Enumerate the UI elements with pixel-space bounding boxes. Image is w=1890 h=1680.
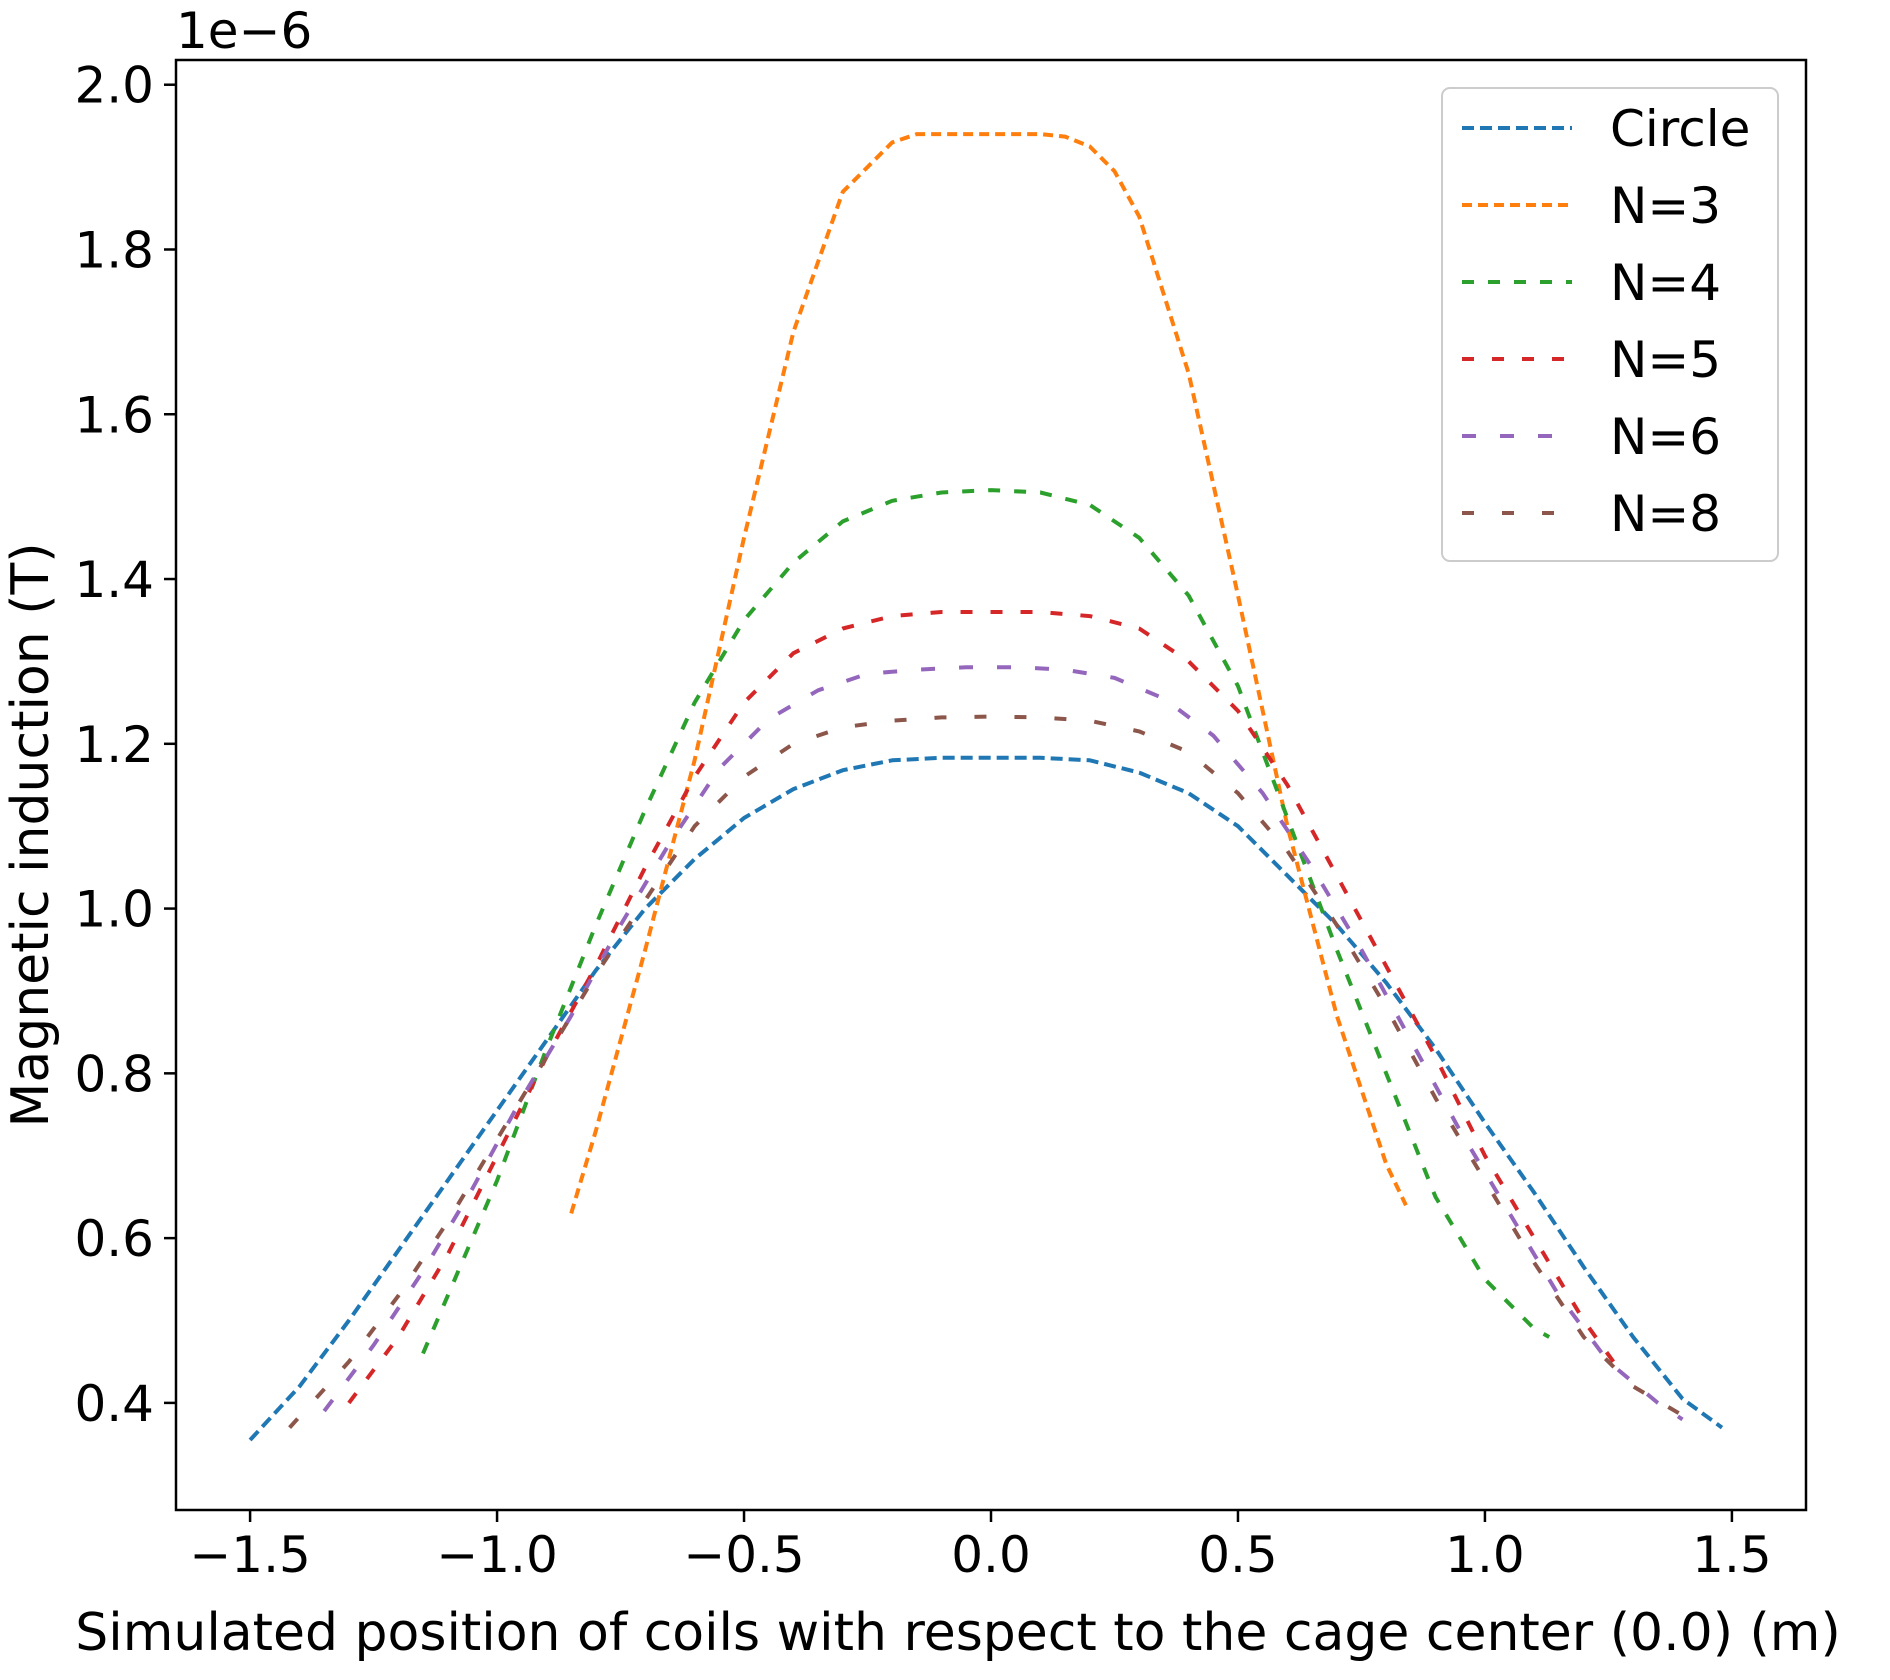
- legend-label: Circle: [1610, 100, 1750, 158]
- series-line-circle: [248, 755, 1724, 1442]
- y-tick-label: 1.6: [74, 386, 154, 444]
- legend-label: N=5: [1610, 331, 1721, 389]
- x-tick-label: 0.0: [951, 1526, 1031, 1584]
- legend-label: N=6: [1610, 408, 1721, 466]
- series-line-n-3: [569, 132, 1408, 1214]
- y-tick-label: 0.6: [74, 1210, 154, 1268]
- y-tick-label: 2.0: [74, 57, 154, 115]
- y-axis: 0.4 0.6 0.8 1.0 1.2 1.4 1.6 1.8 2.0: [74, 57, 176, 1433]
- x-axis-label: Simulated position of coils with respect…: [75, 1603, 1841, 1663]
- legend-label: N=8: [1610, 485, 1721, 543]
- series-line-n-8: [288, 714, 1684, 1429]
- series-line-n-6: [322, 665, 1684, 1422]
- legend-label: N=3: [1610, 177, 1721, 235]
- legend-items: Circle N=3 N=4 N=5 N=6 N=8: [1462, 100, 1750, 543]
- x-tick-label: −0.5: [683, 1526, 804, 1584]
- y-tick-label: 1.0: [74, 881, 154, 939]
- y-tick-label: 0.8: [74, 1045, 154, 1103]
- x-tick-label: −1.0: [436, 1526, 557, 1584]
- x-axis: −1.5 −1.0 −0.5 0.0 0.5 1.0 1.5: [189, 1510, 1772, 1584]
- x-tick-label: 0.5: [1198, 1526, 1278, 1584]
- series-line-n-4: [421, 488, 1551, 1355]
- y-tick-label: 0.4: [74, 1375, 154, 1433]
- y-tick-label: 1.4: [74, 551, 154, 609]
- y-tick-label: 1.2: [74, 716, 154, 774]
- x-tick-label: 1.0: [1445, 1526, 1525, 1584]
- x-tick-label: −1.5: [189, 1526, 310, 1584]
- legend-label: N=4: [1610, 254, 1721, 312]
- y-offset-label: 1e−6: [176, 2, 312, 60]
- series-line-n-5: [347, 610, 1616, 1405]
- y-axis-label: Magnetic induction (T): [1, 542, 61, 1127]
- x-tick-label: 1.5: [1692, 1526, 1772, 1584]
- series-layer: [248, 132, 1724, 1442]
- legend: Circle N=3 N=4 N=5 N=6 N=8: [1441, 87, 1779, 562]
- y-tick-label: 1.8: [74, 221, 154, 279]
